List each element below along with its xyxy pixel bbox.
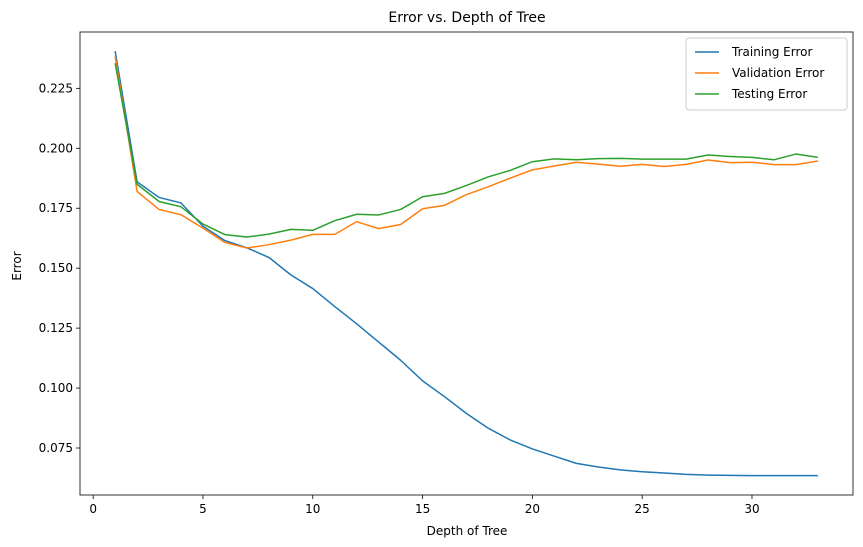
x-tick-label-4: 20 (525, 502, 540, 516)
legend-label-2: Testing Error (731, 87, 807, 101)
y-tick-label-3: 0.150 (39, 261, 73, 275)
y-tick-label-2: 0.125 (39, 321, 73, 335)
y-tick-label-5: 0.200 (39, 141, 73, 155)
series-line-1 (114, 55, 818, 249)
x-tick-label-6: 30 (744, 502, 759, 516)
x-axis: 0 5 10 15 20 25 30 (89, 495, 760, 516)
series-line-2 (114, 63, 818, 238)
legend: Training Error Validation Error Testing Er… (685, 37, 848, 111)
y-axis-label: Error (10, 251, 24, 280)
y-tick-label-1: 0.100 (39, 381, 73, 395)
series-line-0 (114, 51, 818, 477)
chart-title: Error vs. Depth of Tree (388, 10, 545, 26)
y-axis: 0.075 0.100 0.125 0.150 0.175 0.200 0.225 (39, 81, 80, 455)
x-tick-label-1: 5 (199, 502, 207, 516)
plot-area (79, 31, 854, 496)
y-tick-label-0: 0.075 (39, 441, 73, 455)
legend-label-0: Training Error (731, 45, 812, 59)
x-axis-label: Depth of Tree (427, 524, 508, 538)
y-tick-label-6: 0.225 (39, 81, 73, 95)
x-tick-label-3: 15 (415, 502, 430, 516)
y-tick-label-4: 0.175 (39, 201, 73, 215)
plot-frame (79, 31, 854, 496)
legend-box (685, 37, 848, 111)
x-tick-label-0: 0 (89, 502, 97, 516)
legend-label-1: Validation Error (732, 66, 824, 80)
x-tick-label-2: 10 (305, 502, 320, 516)
x-tick-label-5: 25 (635, 502, 650, 516)
